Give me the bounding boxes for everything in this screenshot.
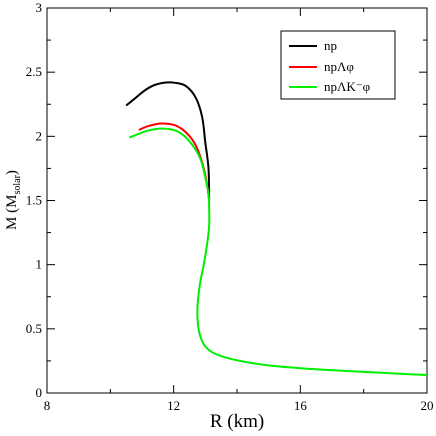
y-tick-label: 2 (36, 128, 43, 143)
y-tick-label: 1 (36, 257, 43, 272)
legend-label-np: np (324, 38, 337, 53)
y-tick-label: 2.5 (26, 64, 42, 79)
series-np-lambda-k-phi (128, 127, 428, 377)
series-np (125, 81, 211, 201)
y-tick-label: 3 (36, 0, 43, 15)
y-tick-label: 0 (36, 385, 43, 400)
y-tick-label: 1.5 (26, 193, 42, 208)
legend-label-np-lambda-phi: npΛφ (324, 59, 354, 74)
x-tick-label: 8 (44, 398, 51, 413)
legend: np npΛφ npΛK⁻φ (280, 30, 396, 100)
y-axis-label: M (Msolar) (4, 170, 23, 230)
series-np-lambda-phi (138, 122, 211, 201)
y-tick-label: 0.5 (26, 321, 42, 336)
axis-ticks: 8 12 16 20 0 0.5 1 1.5 2 2.5 3 (26, 0, 434, 413)
series-layer (125, 81, 428, 377)
legend-label-np-lambda-k-phi: npΛK⁻φ (324, 79, 370, 94)
x-axis-label: R (km) (210, 411, 264, 432)
x-tick-label: 20 (421, 398, 434, 413)
x-tick-label: 16 (294, 398, 308, 413)
x-tick-label: 12 (167, 398, 180, 413)
